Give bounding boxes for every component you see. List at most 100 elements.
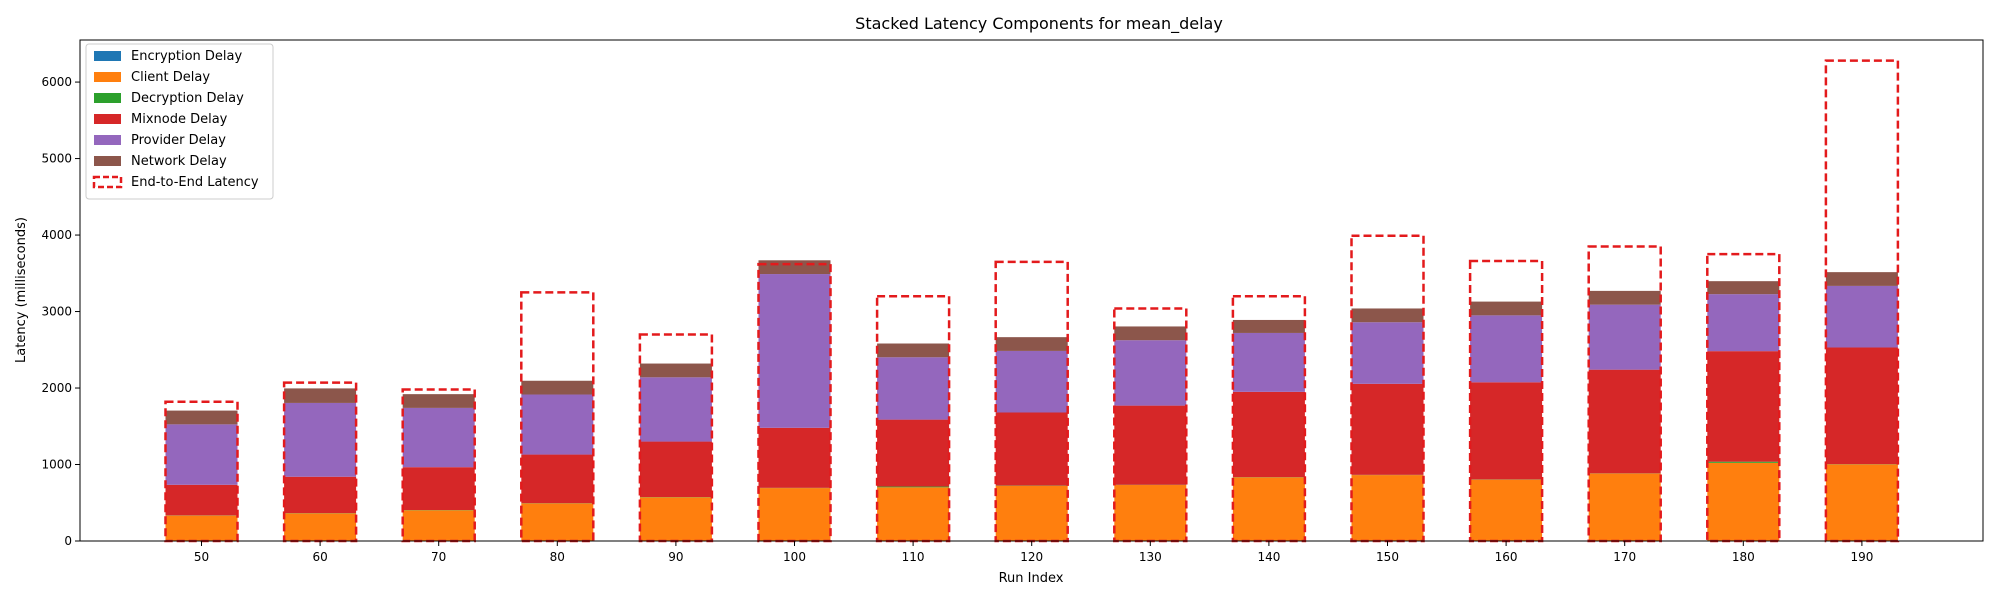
y-tick-label: 4000 — [41, 228, 72, 242]
legend-label-client-delay: Client Delay — [131, 70, 210, 85]
bar-mixnode-delay — [402, 467, 475, 511]
bar-client-delay — [1470, 479, 1543, 541]
bar-provider-delay — [877, 357, 950, 420]
y-tick-label: 3000 — [41, 305, 72, 319]
bar-network-delay — [521, 380, 594, 395]
bar-mixnode-delay — [1825, 347, 1898, 465]
y-axis-label: Latency (milliseconds) — [14, 217, 29, 363]
bar-network-delay — [1351, 308, 1424, 323]
bar-mixnode-delay — [758, 427, 831, 488]
x-tick-label: 120 — [1020, 550, 1043, 564]
bar-client-delay — [1232, 477, 1305, 541]
bar-network-delay — [877, 343, 950, 358]
bar-network-delay — [1470, 301, 1543, 316]
y-tick-label: 2000 — [41, 381, 72, 395]
x-tick-label: 50 — [194, 550, 209, 564]
y-tick-label: 0 — [64, 534, 72, 548]
bar-client-delay — [995, 485, 1068, 541]
legend-label-network-delay: Network Delay — [131, 154, 227, 169]
bar-client-delay — [1825, 464, 1898, 541]
bar-client-delay — [877, 487, 950, 541]
bar-client-delay — [639, 497, 712, 541]
chart-title: Stacked Latency Components for mean_dela… — [855, 14, 1223, 34]
bar-provider-delay — [1470, 315, 1543, 383]
bar-provider-delay — [1232, 332, 1305, 392]
bar-client-delay — [521, 503, 594, 541]
x-tick-label: 70 — [431, 550, 446, 564]
bar-provider-delay — [1351, 322, 1424, 384]
bar-mixnode-delay — [165, 484, 238, 516]
bars-layer — [165, 260, 1898, 541]
bar-provider-delay — [165, 424, 238, 485]
legend-swatch-encryption-delay — [94, 51, 121, 61]
bar-mixnode-delay — [1707, 351, 1780, 462]
bar-mixnode-delay — [1232, 391, 1305, 478]
bar-mixnode-delay — [521, 454, 594, 504]
bar-provider-delay — [521, 394, 594, 455]
legend-swatch-client-delay — [94, 72, 121, 82]
end-to-end-latency-outline — [1706, 252, 1781, 543]
legend: Encryption Delay Client Delay Decryption D… — [85, 43, 274, 200]
bar-network-delay — [639, 363, 712, 378]
x-tick-label: 60 — [312, 550, 327, 564]
x-tick-label: 160 — [1495, 550, 1518, 564]
bar-network-delay — [165, 410, 238, 425]
bar-provider-delay — [995, 350, 1068, 413]
legend-swatch-end-to-end-latency — [92, 175, 123, 189]
bar-network-delay — [1232, 319, 1305, 333]
bar-client-delay — [1588, 473, 1661, 541]
legend-label-mixnode-delay: Mixnode Delay — [131, 112, 228, 127]
bar-mixnode-delay — [1588, 369, 1661, 474]
bar-network-delay — [1707, 281, 1780, 295]
bar-provider-delay — [1707, 294, 1780, 352]
legend-swatch-network-delay — [94, 156, 121, 166]
bar-provider-delay — [639, 377, 712, 442]
x-tick-label: 110 — [902, 550, 925, 564]
bar-mixnode-delay — [1470, 382, 1543, 480]
legend-label-provider-delay: Provider Delay — [131, 133, 226, 148]
bar-client-delay — [284, 513, 357, 541]
legend-label-decryption-delay: Decryption Delay — [131, 91, 244, 106]
x-tick-label: 130 — [1139, 550, 1162, 564]
legend-label-end-to-end-latency: End-to-End Latency — [131, 175, 259, 190]
bar-client-delay — [1114, 485, 1187, 541]
x-tick-label: 180 — [1732, 550, 1755, 564]
bar-network-delay — [284, 388, 357, 403]
bar-client-delay — [165, 515, 238, 541]
legend-swatch-provider-delay — [94, 135, 121, 145]
x-tick-label: 80 — [550, 550, 565, 564]
y-tick-label: 1000 — [41, 458, 72, 472]
bar-provider-delay — [1825, 285, 1898, 348]
y-tick-label: 6000 — [41, 75, 72, 89]
y-tick-label: 5000 — [41, 152, 72, 166]
bar-client-delay — [758, 488, 831, 541]
bar-client-delay — [1707, 462, 1780, 541]
end-to-end-latency-outline — [520, 291, 595, 543]
bar-network-delay — [995, 337, 1068, 351]
bar-provider-delay — [284, 402, 357, 477]
axes-layer: 0 1000 2000 3000 4000 5000 6000 50 60 70 80 90 100 11… — [41, 39, 1984, 564]
bar-client-delay — [1351, 475, 1424, 541]
bar-decryption-delay — [1707, 461, 1780, 463]
bar-network-delay — [402, 394, 475, 408]
x-tick-label: 190 — [1850, 550, 1873, 564]
x-axis-label: Run Index — [999, 571, 1064, 586]
bar-mixnode-delay — [1351, 383, 1424, 475]
bar-network-delay — [1588, 290, 1661, 305]
x-tick-label: 90 — [668, 550, 683, 564]
legend-label-encryption-delay: Encryption Delay — [131, 49, 243, 64]
legend-swatch-mixnode-delay — [94, 114, 121, 124]
x-tick-label: 100 — [783, 550, 806, 564]
legend-swatch-decryption-delay — [94, 93, 121, 103]
bar-provider-delay — [758, 274, 831, 428]
bar-mixnode-delay — [995, 412, 1068, 486]
x-tick-label: 170 — [1613, 550, 1636, 564]
bar-mixnode-delay — [284, 476, 357, 514]
bar-network-delay — [758, 260, 831, 275]
bar-client-delay — [402, 510, 475, 541]
bar-mixnode-delay — [877, 419, 950, 487]
bar-provider-delay — [402, 407, 475, 468]
x-tick-label: 150 — [1376, 550, 1399, 564]
